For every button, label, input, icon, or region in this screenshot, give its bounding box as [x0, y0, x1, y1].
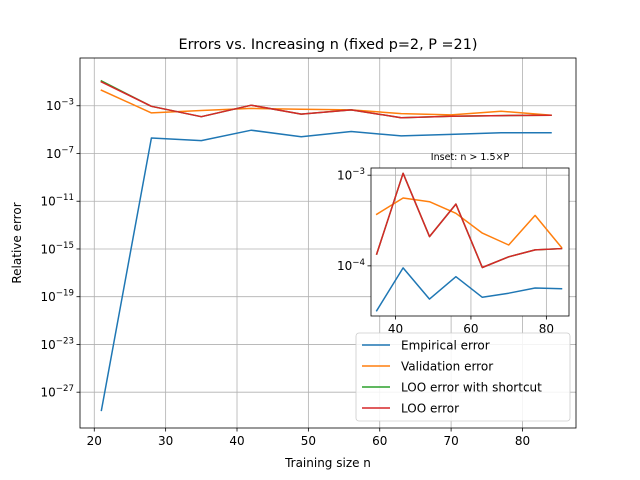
main-y-tick-label: 10−27: [41, 384, 74, 399]
inset-y-tick-label: 10−3: [337, 167, 365, 182]
inset-x-axis: 40 60 80: [388, 316, 554, 336]
x-axis-label: Training size n: [284, 456, 371, 470]
y-axis-label: Relative error: [10, 202, 24, 283]
inset-background: [371, 168, 569, 316]
main-x-tick-label: 80: [515, 434, 530, 448]
main-x-tick-label: 70: [443, 434, 458, 448]
main-y-tick-label: 10−15: [41, 241, 74, 256]
inset-series-loo-error: [375, 172, 563, 269]
main-x-tick-label: 30: [158, 434, 173, 448]
main-y-tick-label: 10−3: [46, 98, 74, 113]
inset-plot: Inset: n > 1.5×P 40 60 80 10−4 10−3: [337, 152, 570, 336]
main-x-tick-label: 40: [229, 434, 244, 448]
legend-label-loo-error-with-shortcut: LOO error with shortcut: [401, 381, 542, 395]
inset-x-tick-label: 60: [463, 322, 478, 336]
legend: Empirical error Validation error LOO error…: [355, 332, 571, 422]
main-x-tick-label: 50: [301, 434, 316, 448]
inset-title: Inset: n > 1.5×P: [431, 152, 510, 163]
legend-label-empirical-error: Empirical error: [401, 339, 490, 353]
main-y-tick-label: 10−11: [41, 193, 74, 208]
inset-series-empirical-error: [375, 267, 563, 312]
inset-y-axis: 10−4 10−3: [337, 167, 371, 273]
inset-series: [375, 172, 563, 312]
main-y-axis: 10−27 10−23 10−19 10−15 10−11 10−7 10−3: [41, 98, 80, 400]
main-x-tick-label: 60: [372, 434, 387, 448]
inset-x-tick-label: 80: [539, 322, 554, 336]
main-plot-frame: [79, 57, 577, 429]
inset-series-validation-error: [375, 197, 563, 249]
inset-frame: [370, 167, 570, 317]
main-y-tick-label: 10−19: [41, 289, 74, 304]
inset-x-tick-label: 40: [388, 322, 403, 336]
inset-y-tick-label: 10−4: [337, 258, 365, 273]
legend-label-loo-error: LOO error: [401, 402, 459, 416]
main-title: Errors vs. Increasing n (fixed p=2, P =2…: [179, 37, 478, 53]
legend-box: [355, 332, 571, 422]
main-y-tick-label: 10−23: [41, 336, 74, 351]
main-series-loo-error: [100, 80, 552, 119]
main-x-axis: 20 30 40 50 60 70 80: [87, 428, 530, 448]
main-series: [100, 79, 552, 412]
main-x-tick-label: 20: [87, 434, 102, 448]
main-series-empirical-error: [100, 129, 552, 412]
legend-label-validation-error: Validation error: [401, 360, 493, 374]
main-y-tick-label: 10−7: [46, 145, 74, 160]
